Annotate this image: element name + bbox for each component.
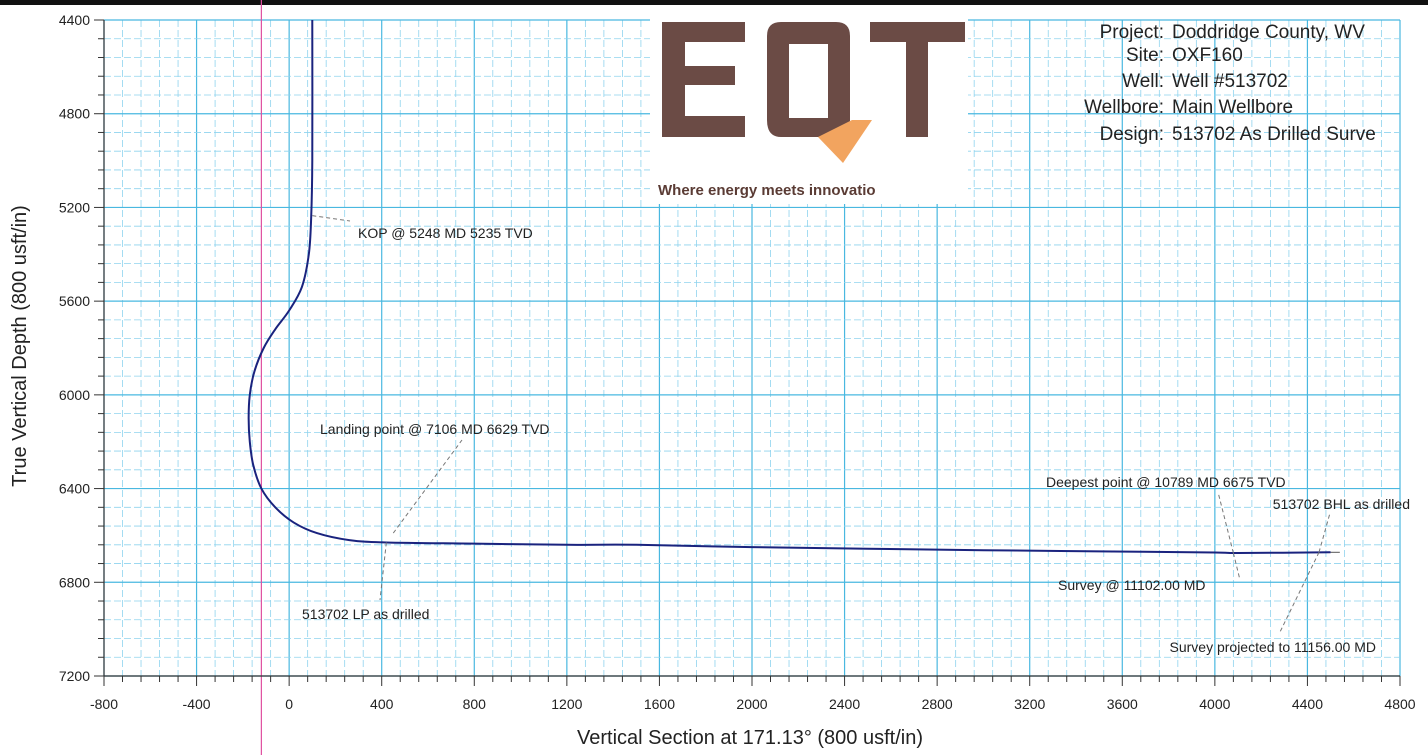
annotation-leader-line [1232, 552, 1241, 581]
logo-letter-q [767, 22, 850, 137]
wellbore-path-line [247, 19, 1331, 555]
info-wellbore-value: Main Wellbore [1172, 97, 1293, 118]
deepest-point-label: Deepest point @ 10789 MD 6675 TVD [1046, 474, 1286, 490]
survey-md-label: Survey @ 11102.00 MD [1058, 577, 1206, 593]
y-tick-label: 4800 [59, 106, 90, 122]
info-well-label: Well: [1122, 71, 1164, 92]
x-tick-label: -400 [183, 696, 211, 712]
info-project-value: Doddridge County, WV [1172, 22, 1365, 43]
x-tick-label: 800 [463, 696, 487, 712]
landing-point-label: Landing point @ 7106 MD 6629 TVD [320, 421, 550, 437]
x-tick-label: 4400 [1292, 696, 1323, 712]
logo-letter-e [662, 22, 745, 137]
top-border [0, 0, 1428, 5]
annotation-leader-line [379, 542, 387, 601]
y-tick-label: 4400 [59, 12, 90, 28]
y-tick-label: 6400 [59, 481, 90, 497]
x-tick-label: 3200 [1014, 696, 1045, 712]
bhl-as-drilled-label: 513702 BHL as drilled [1273, 496, 1410, 512]
info-project-label: Project: [1100, 22, 1164, 43]
info-well-value: Well #513702 [1172, 71, 1288, 92]
eqt-logo: Where energy meets innovatio [650, 14, 968, 204]
x-axis-title: Vertical Section at 171.13° (800 usft/in… [577, 727, 923, 749]
info-design-label: Design: [1100, 124, 1164, 145]
annotation-leaders [312, 215, 1340, 633]
x-tick-label: -800 [90, 696, 118, 712]
x-tick-label: 1200 [551, 696, 582, 712]
x-tick-label: 3600 [1107, 696, 1138, 712]
y-tick-labels: 4400 4800 5200 5600 6000 6400 6800 7200 [59, 12, 90, 684]
y-tick-label: 5200 [59, 199, 90, 215]
annotation-labels: KOP @ 5248 MD 5235 TVD Landing point @ 71… [302, 225, 1410, 655]
x-tick-label: 0 [285, 696, 293, 712]
info-site-value: OXF160 [1172, 45, 1243, 66]
logo-accent-check [818, 120, 872, 163]
grid [103, 19, 1401, 677]
info-site-label: Site: [1126, 45, 1164, 66]
info-design-value: 513702 As Drilled Surve [1172, 124, 1376, 145]
y-tick-label: 7200 [59, 668, 90, 684]
annotation-leader-line [1217, 491, 1234, 554]
x-tick-label: 2800 [922, 696, 953, 712]
x-tick-label: 1600 [644, 696, 675, 712]
well-info-block: Project: Doddridge County, WV Site: OXF1… [1084, 22, 1376, 145]
kop-label: KOP @ 5248 MD 5235 TVD [358, 225, 533, 241]
x-tick-label: 400 [370, 696, 394, 712]
y-axis-title: True Vertical Depth (800 usft/in) [9, 205, 31, 487]
annotation-leader-line [312, 215, 351, 222]
y-tick-label: 6800 [59, 574, 90, 590]
x-tick-label: 4000 [1199, 696, 1230, 712]
survey-projected-label: Survey projected to 11156.00 MD [1170, 639, 1377, 655]
logo-letter-t [870, 22, 965, 137]
axes [94, 19, 1401, 686]
y-tick-label: 6000 [59, 387, 90, 403]
x-tick-label: 2000 [736, 696, 767, 712]
x-tick-labels: -800 -400 0 400 800 1200 1600 2000 2400 2800 3200 3… [90, 696, 1416, 712]
logo-tagline: Where energy meets innovatio [658, 182, 876, 199]
info-wellbore-label: Wellbore: [1084, 97, 1164, 118]
y-tick-label: 5600 [59, 293, 90, 309]
annotation-leader-line [1279, 552, 1320, 633]
x-tick-label: 4800 [1384, 696, 1415, 712]
logo-wordmark [662, 22, 965, 163]
x-tick-label: 2400 [829, 696, 860, 712]
lp-as-drilled-label: 513702 LP as drilled [302, 606, 429, 622]
annotation-leader-line [392, 439, 463, 534]
